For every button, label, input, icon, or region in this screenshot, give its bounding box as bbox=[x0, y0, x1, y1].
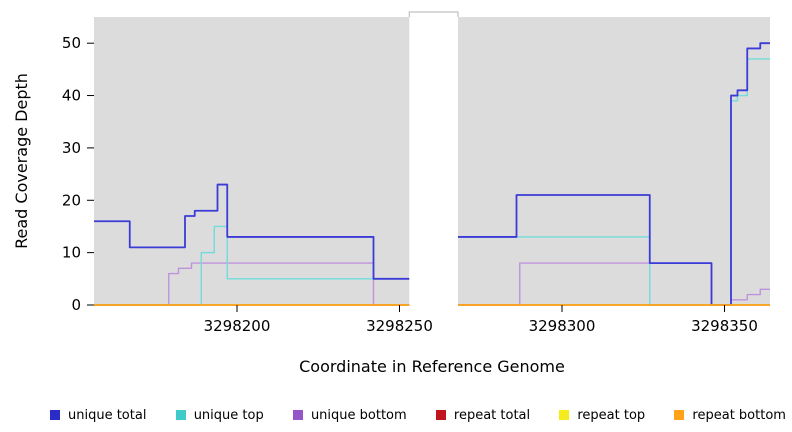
series-line-unique-total bbox=[94, 42, 770, 306]
y-tick-label: 50 bbox=[62, 34, 81, 52]
y-tick-label: 0 bbox=[71, 296, 81, 314]
x-tick-label: 3298200 bbox=[204, 317, 271, 335]
y-axis-title: Read Coverage Depth bbox=[12, 73, 31, 249]
y-tick-label: 20 bbox=[62, 191, 81, 209]
legend-label-unique-top: unique top bbox=[193, 407, 264, 423]
legend-label-repeat-total: repeat total bbox=[453, 407, 531, 423]
legend-label-repeat-top: repeat top bbox=[577, 407, 646, 423]
x-tick-label: 3298250 bbox=[366, 317, 433, 335]
y-tick-label: 40 bbox=[62, 87, 81, 105]
gap-band-notch bbox=[408, 11, 459, 17]
legend-swatch-repeat-top bbox=[559, 410, 570, 420]
legend: unique total unique top unique bottom repea… bbox=[50, 406, 786, 424]
gap-band bbox=[409, 12, 458, 305]
series-lines bbox=[94, 42, 770, 306]
legend-item-unique-total: unique total bbox=[50, 408, 146, 423]
x-tick-label: 3298350 bbox=[691, 317, 758, 335]
x-tick-label: 3298300 bbox=[529, 317, 596, 335]
legend-item-repeat-total: repeat total bbox=[435, 407, 531, 423]
axis-ticks: 0 10 20 30 40 50 3298200 3298250 3298300 3298350 bbox=[62, 34, 758, 335]
missing-data-gap bbox=[408, 11, 459, 305]
legend-item-repeat-bottom: repeat bottom bbox=[674, 408, 786, 423]
legend-item-repeat-top: repeat top bbox=[559, 408, 645, 423]
legend-label-repeat-bottom: repeat bottom bbox=[692, 407, 786, 423]
legend-swatch-repeat-total bbox=[435, 410, 446, 420]
legend-swatch-repeat-bottom bbox=[674, 410, 685, 420]
legend-label-unique-bottom: unique bottom bbox=[310, 407, 407, 423]
legend-item-unique-top: unique top bbox=[175, 407, 264, 423]
legend-label-unique-total: unique total bbox=[68, 407, 147, 423]
legend-swatch-unique-total bbox=[50, 410, 60, 420]
legend-swatch-unique-top bbox=[175, 410, 186, 420]
y-tick-label: 10 bbox=[62, 244, 81, 262]
legend-swatch-unique-bottom bbox=[292, 410, 303, 420]
legend-item-unique-bottom: unique bottom bbox=[292, 407, 407, 423]
y-tick-label: 30 bbox=[62, 139, 81, 157]
x-axis-title: Coordinate in Reference Genome bbox=[299, 357, 565, 376]
